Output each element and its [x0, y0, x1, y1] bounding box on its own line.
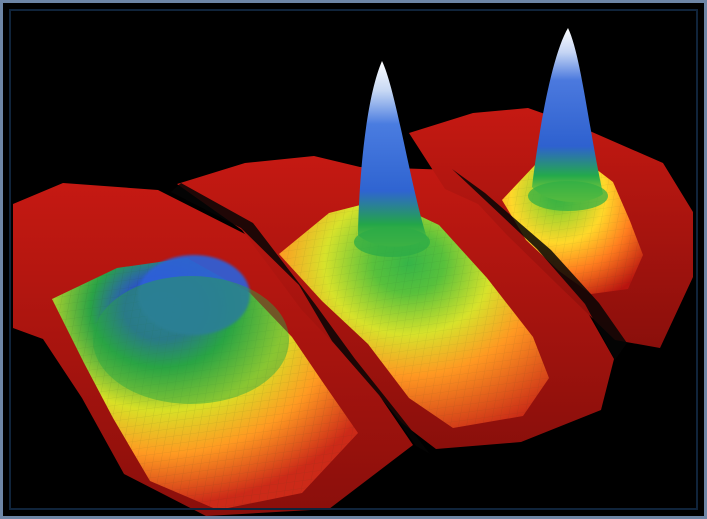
middle-grid-texture: [279, 199, 549, 428]
middle-sharp-peak: [358, 61, 427, 247]
left-middle-gap: [171, 183, 430, 454]
right-sharp-peak: [532, 28, 603, 202]
left-blue-center: [138, 255, 250, 335]
left-density-surface: [13, 183, 413, 516]
right-density-surface: [409, 28, 693, 348]
middle-peak-base: [354, 227, 430, 257]
left-grid-texture: [52, 258, 358, 510]
density-surface-image: [13, 28, 693, 516]
left-green-halo: [93, 276, 289, 404]
right-peak-base: [528, 181, 608, 211]
middle-density-surface: [177, 61, 614, 449]
middle-right-gap: [452, 169, 627, 360]
